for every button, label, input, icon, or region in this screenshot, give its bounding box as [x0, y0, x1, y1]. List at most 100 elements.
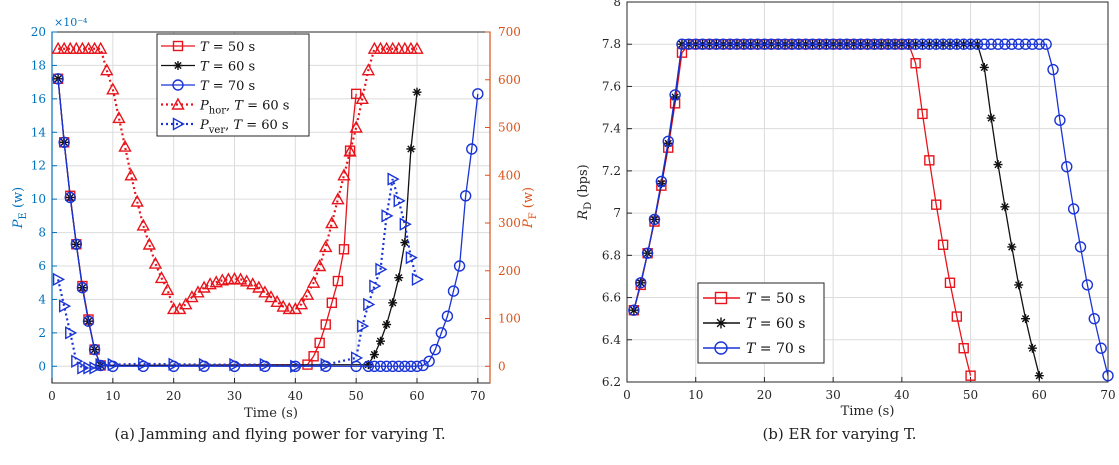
tick-label-y: 10	[31, 192, 46, 206]
legend-label: Pver, T = 60 s	[199, 118, 289, 136]
data-point	[453, 260, 466, 272]
data-point	[399, 217, 412, 231]
data-point	[239, 274, 254, 287]
data-point	[361, 63, 376, 76]
data-point	[937, 38, 949, 50]
data-point	[314, 337, 325, 349]
data-point	[252, 280, 266, 293]
data-point	[363, 297, 376, 312]
tick-label-x: 60	[409, 389, 424, 403]
tick-label-y: 14	[31, 125, 47, 139]
data-point	[683, 38, 695, 50]
tick-label-y2: 400	[498, 168, 521, 182]
series-a-4	[52, 172, 424, 375]
data-point	[76, 282, 89, 294]
data-point	[124, 168, 138, 181]
data-point	[1026, 38, 1039, 50]
data-point	[142, 237, 157, 250]
data-point	[731, 38, 743, 50]
data-point	[82, 315, 95, 327]
tick-label-y: 6.4	[602, 333, 621, 347]
data-point	[338, 244, 350, 255]
legend-label: T = 50 s	[200, 40, 255, 55]
data-point	[350, 88, 362, 100]
tick-label-x: 40	[288, 389, 303, 403]
data-point	[363, 360, 373, 370]
data-point	[376, 336, 385, 346]
data-point	[1054, 114, 1066, 126]
legend-marker	[173, 61, 183, 70]
legend-marker	[715, 317, 727, 329]
data-point	[332, 275, 344, 287]
data-point	[380, 360, 393, 372]
data-point	[992, 38, 1004, 50]
data-point	[806, 38, 819, 50]
data-point	[676, 38, 688, 50]
plot-frame-b	[626, 1, 1109, 383]
data-point	[717, 38, 729, 50]
chart-b-svg: 0 10 20 30 40 50 60 70 6.2 6.4 6.6 6.8 7 7.2 7.4 7.6 7.8…	[576, 0, 1116, 419]
data-point	[95, 357, 108, 372]
data-point	[106, 82, 120, 95]
tick-label-y: 8	[613, 0, 621, 9]
tick-label-y: 7.6	[602, 79, 621, 93]
data-point	[827, 38, 839, 50]
data-point	[1088, 312, 1100, 325]
tick-label-y: 6.2	[602, 375, 621, 389]
data-point	[655, 175, 668, 188]
data-point	[696, 38, 709, 50]
x-axis-label-a: Time (s)	[244, 406, 298, 420]
data-point	[393, 360, 405, 372]
data-point	[168, 357, 181, 371]
data-point	[83, 361, 96, 375]
data-point	[300, 287, 315, 300]
data-point	[1047, 63, 1059, 76]
data-point	[1102, 369, 1114, 382]
data-point	[229, 357, 242, 372]
legend-marker	[172, 40, 184, 52]
data-point	[882, 38, 894, 50]
tick-label-x: 70	[1100, 388, 1115, 402]
data-point	[399, 360, 411, 372]
data-point	[772, 38, 784, 50]
data-point	[854, 38, 867, 50]
data-point	[198, 357, 212, 372]
data-point	[233, 272, 248, 285]
data-point	[227, 271, 242, 285]
data-point	[724, 38, 736, 50]
tick-label-y: 7.2	[602, 164, 621, 178]
tick-label-x: 10	[105, 389, 120, 403]
data-point	[1012, 38, 1025, 50]
tick-label-y: 6.6	[602, 291, 621, 305]
series-a-2	[52, 73, 484, 372]
svg-text:PE (w): PE (w)	[11, 187, 29, 229]
data-point	[77, 361, 90, 375]
data-point	[937, 239, 949, 250]
legend-label: T = 50 s	[746, 291, 805, 307]
data-point	[270, 294, 284, 308]
tick-label-x: 50	[963, 388, 978, 402]
chart-panel-a: 0 10 20 30 40 50 60 70 0 2 4 6 8 10 12 14 16 18 20 0 100 200 3…	[11, 16, 539, 443]
tick-label-x: 0	[48, 389, 56, 403]
series-b-2	[628, 38, 1114, 382]
data-point	[306, 275, 321, 288]
legend-marker	[714, 341, 728, 355]
data-point	[374, 360, 387, 372]
data-point	[459, 190, 472, 202]
data-point	[393, 194, 406, 208]
data-point	[662, 135, 674, 148]
data-point	[394, 273, 404, 283]
tick-label-y: 6.8	[602, 248, 621, 262]
data-point	[405, 250, 418, 265]
data-point	[136, 218, 150, 231]
legend-marker	[714, 291, 728, 305]
tick-label-y2: 600	[498, 73, 521, 87]
legend-label: T = 60 s	[746, 316, 805, 332]
data-point	[386, 360, 399, 372]
svg-text:RD (bps): RD (bps)	[576, 164, 594, 220]
tick-label-y: 16	[31, 92, 46, 106]
data-point	[1021, 314, 1031, 324]
legend-label: T = 70 s	[746, 341, 805, 357]
chart-panel-b: 0 10 20 30 40 50 60 70 6.2 6.4 6.6 6.8 7 7.2 7.4 7.6 7.8…	[560, 0, 1119, 465]
tick-label-x: 70	[470, 389, 485, 403]
